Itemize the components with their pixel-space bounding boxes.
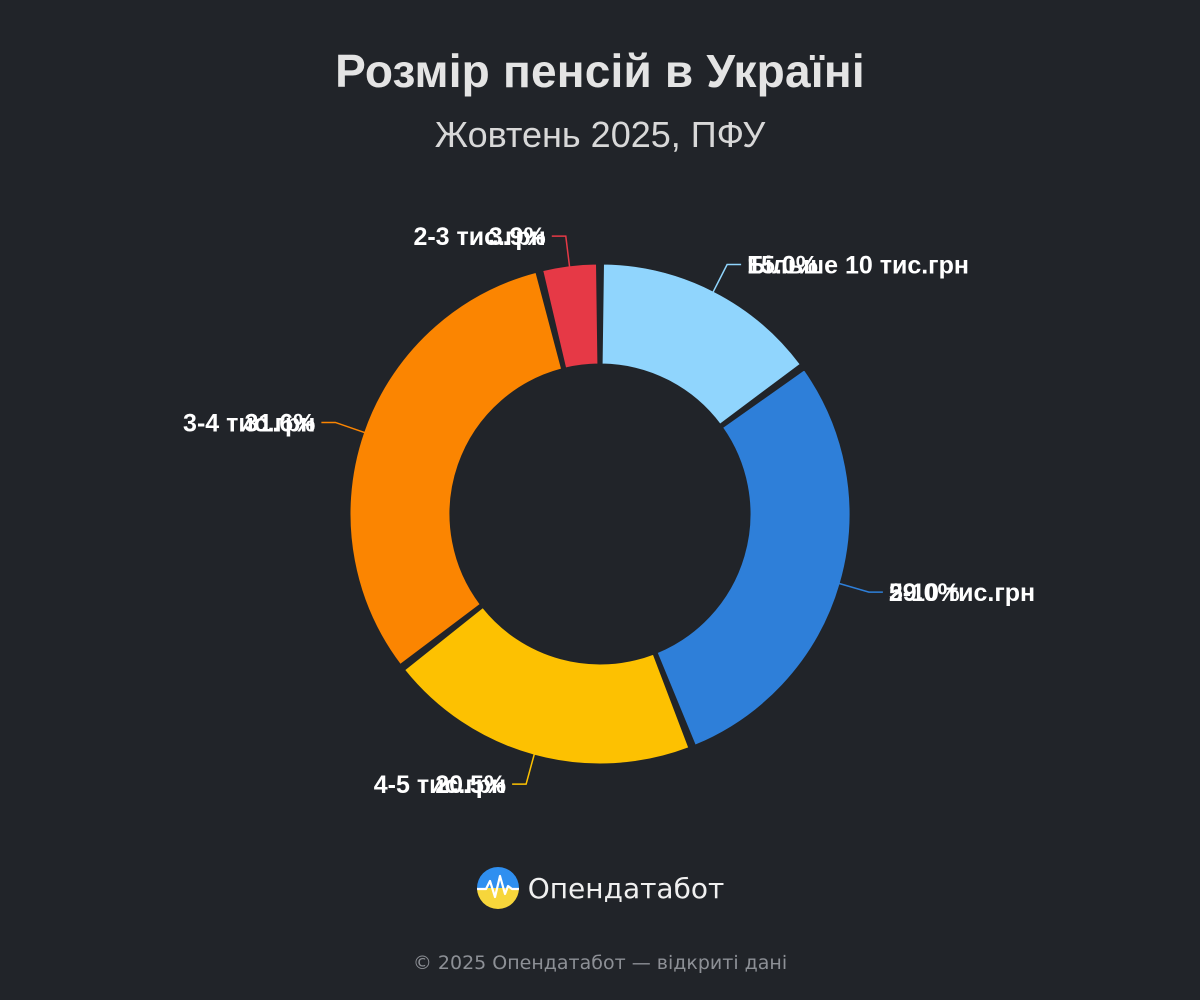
donut-slice[interactable]: [404, 607, 690, 765]
opendatabot-logo-icon: [476, 867, 519, 909]
chart-subtitle: Жовтень 2025, ПФУ: [434, 114, 766, 155]
donut-slice[interactable]: [601, 263, 801, 425]
donut-slice[interactable]: [542, 263, 599, 369]
slice-value-label: 29.0%: [889, 579, 960, 607]
label-leader-line: [836, 581, 883, 593]
slice-category-label: Більше 10 тис.грн: [747, 252, 969, 280]
brand[interactable]: Опендатабот: [0, 866, 1200, 910]
slice-value-label: 15.0%: [747, 252, 818, 280]
donut-slice[interactable]: [656, 369, 851, 746]
label-leader-line: [321, 421, 368, 435]
slice-value-label: 3.9%: [489, 223, 546, 251]
label-leader-line: [711, 263, 742, 296]
footer-copyright: © 2025 Опендатабот — відкриті дані: [412, 952, 788, 974]
slice-category-label: 4-5 тис.грн: [374, 771, 506, 799]
chart-title: Розмір пенсій в Україні: [335, 45, 865, 97]
label-leader-line: [512, 751, 536, 785]
slice-value-label: 31.6%: [244, 409, 315, 437]
slice-value-label: 20.5%: [435, 771, 506, 799]
donut-slice[interactable]: [349, 271, 563, 665]
label-leader-line: [551, 235, 571, 270]
slice-category-label: 5-10 тис.грн: [889, 579, 1035, 607]
slice-category-label: 3-4 тис.грн: [183, 409, 315, 437]
brand-name: Опендатабот: [527, 871, 725, 905]
slice-category-label: 2-3 тис.грн: [413, 223, 545, 251]
